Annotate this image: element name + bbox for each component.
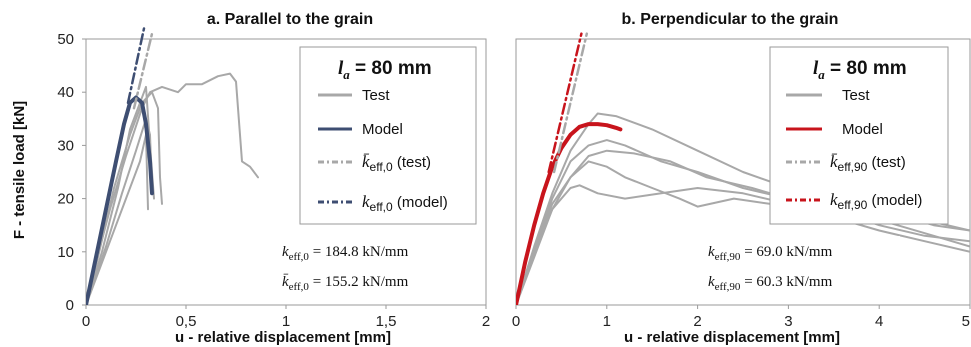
panel-b-legend-ktest-label: k̄eff,90 (test) bbox=[830, 152, 906, 174]
panel-a-annotation-k-model: keff,0 = 184.8 kN/mm bbox=[282, 244, 409, 263]
panel-b-legend-kmodel-label: keff,90 (model) bbox=[830, 190, 922, 212]
panel-b-legend-model-label: Model bbox=[842, 121, 883, 138]
panel-b-legend-title: la = 80 mm bbox=[813, 58, 907, 82]
panel-a-legend-title-value: = 80 mm bbox=[350, 58, 432, 79]
panel-b-x-tick-label: 1 bbox=[603, 313, 611, 330]
panel-a-x-tick-label: 0 bbox=[82, 313, 90, 330]
panel-b-annotation-backdrop bbox=[700, 236, 900, 294]
y-axis-label: F - tensile load [kN] bbox=[11, 101, 28, 239]
panel-b-x-tick-label: 2 bbox=[693, 313, 701, 330]
panel-b-x-tick-label: 4 bbox=[875, 313, 883, 330]
panel-a-x-ticks: 0 0,5 1 1,5 2 bbox=[82, 305, 490, 330]
panel-a-test-curve-4 bbox=[86, 117, 153, 305]
panel-a-legend-title-sub: a bbox=[343, 67, 350, 82]
y-tick-label: 10 bbox=[57, 244, 74, 261]
panel-b-stiffness-model-line bbox=[547, 32, 583, 174]
panel-a-x-tick-label: 1,5 bbox=[376, 313, 397, 330]
panel-a-stiffness-model-line bbox=[126, 27, 146, 105]
panel-a-legend-ktest-label: k̄eff,0 (test) bbox=[362, 152, 431, 174]
panel-b-model-curve bbox=[516, 122, 623, 305]
panel-b-legend-title-sub: a bbox=[818, 67, 825, 82]
y-tick-label: 20 bbox=[57, 191, 74, 208]
panel-a-legend-kmodel-label: keff,0 (model) bbox=[362, 192, 448, 214]
panel-a-legend-test-label: Test bbox=[362, 87, 390, 104]
panel-a-series bbox=[86, 27, 259, 305]
panel-a-test-curve-5 bbox=[86, 133, 149, 305]
panel-b-x-tick-label: 0 bbox=[512, 313, 520, 330]
panel-b-legend-title-symbol: l bbox=[813, 58, 819, 79]
y-tick-label: 50 bbox=[57, 31, 74, 48]
panel-b-legend-test-label: Test bbox=[842, 87, 870, 104]
panel-a-legend-title-symbol: l bbox=[338, 58, 344, 79]
panel-a-legend-title: la = 80 mm bbox=[338, 58, 432, 82]
panel-b-annotation-k-model: keff,90 = 69.0 kN/mm bbox=[708, 244, 833, 263]
panel-a: a. Parallel to the grain 0 10 20 30 40 50 0 0,… bbox=[57, 11, 490, 346]
panel-b-x-tick-label: 3 bbox=[784, 313, 792, 330]
panel-b-plot-frame bbox=[515, 38, 971, 306]
panel-b-x-axis-label: u - relative displacement [mm] bbox=[624, 329, 840, 346]
panel-a-title: a. Parallel to the grain bbox=[207, 11, 373, 28]
panel-a-x-tick-label: 2 bbox=[482, 313, 490, 330]
panel-a-annotation-k-test: k̄eff,0 = 155.2 kN/mm bbox=[282, 274, 409, 293]
panel-b-x-tick-label: 5 bbox=[962, 313, 970, 330]
panel-a-stiffness-test-line bbox=[132, 32, 154, 110]
y-tick-label: 30 bbox=[57, 137, 74, 154]
panel-a-model-curve bbox=[86, 95, 154, 305]
panel-a-legend-box bbox=[299, 46, 477, 225]
panel-b-stiffness-test-line bbox=[552, 32, 589, 174]
panel-a-y-ticks: 0 10 20 30 40 50 bbox=[57, 31, 86, 314]
panel-b-legend: la = 80 mm Test Model k̄eff,90 (test) ke… bbox=[769, 46, 949, 225]
panel-b: b. Perpendicular to the grain 0 1 2 3 4 5 u -… bbox=[512, 11, 971, 346]
panel-b-x-ticks: 0 1 2 3 4 5 bbox=[512, 305, 971, 330]
panel-a-test-curve-1 bbox=[86, 72, 259, 305]
panel-b-title: b. Perpendicular to the grain bbox=[622, 11, 839, 28]
panel-a-x-axis-label: u - relative displacement [mm] bbox=[175, 329, 391, 346]
panel-b-annotation-k-test: keff,90 = 60.3 kN/mm bbox=[708, 274, 833, 293]
panel-a-x-tick-label: 1 bbox=[282, 313, 290, 330]
y-tick-label: 0 bbox=[66, 297, 74, 314]
panel-a-x-tick-label: 0,5 bbox=[176, 313, 197, 330]
y-tick-label: 40 bbox=[57, 84, 74, 101]
panel-b-legend-box bbox=[769, 46, 949, 225]
panel-a-legend: la = 80 mm Test Model k̄eff,0 (test) kef… bbox=[299, 46, 477, 225]
panel-a-legend-model-label: Model bbox=[362, 121, 403, 138]
panel-b-legend-title-value: = 80 mm bbox=[825, 58, 907, 79]
